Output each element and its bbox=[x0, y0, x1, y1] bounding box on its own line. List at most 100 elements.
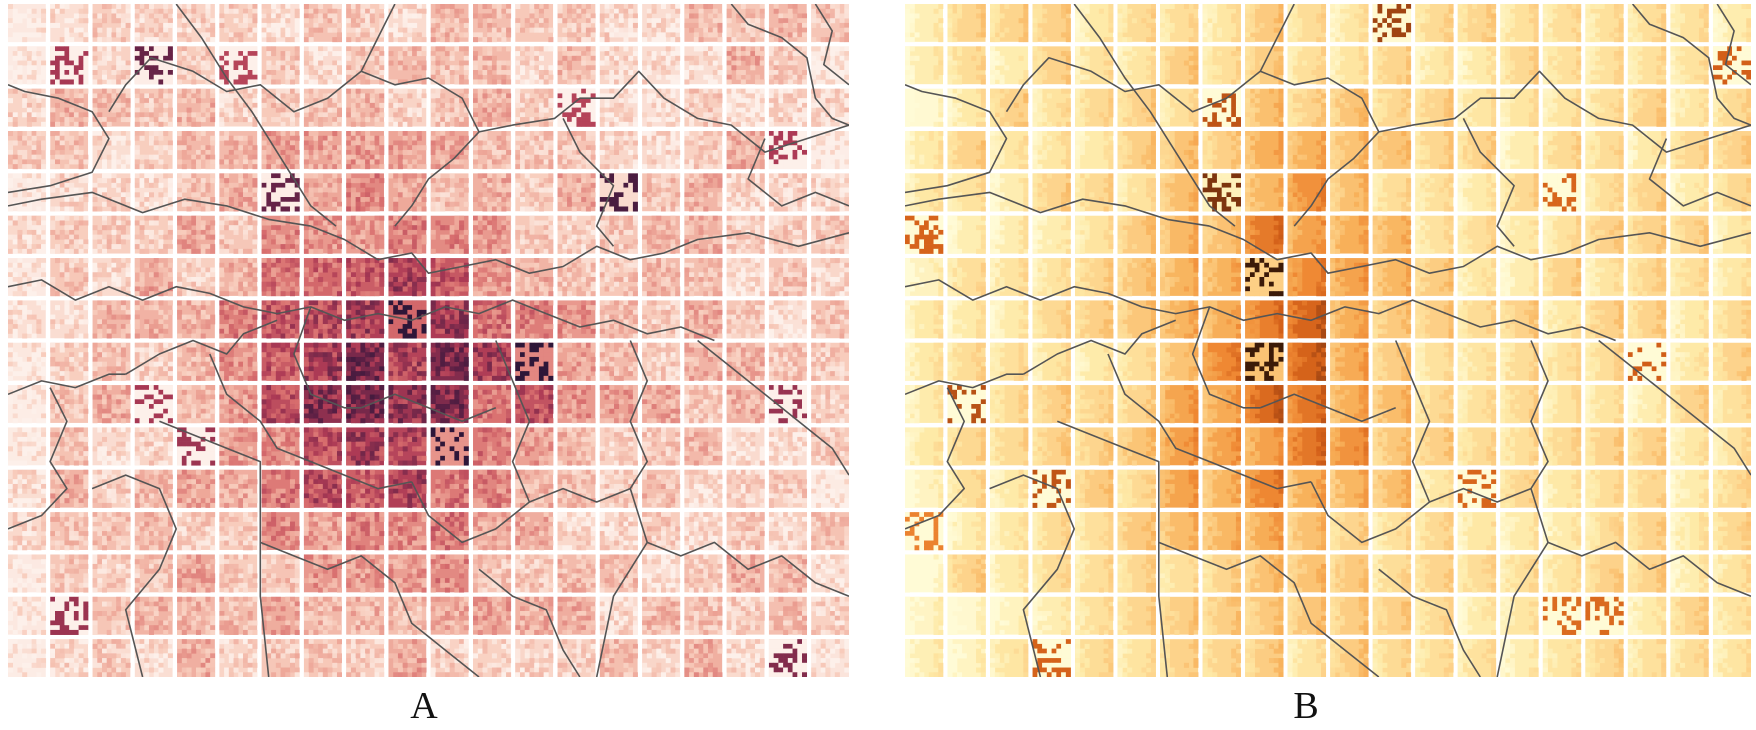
grid-cell bbox=[1500, 512, 1539, 551]
grid-cell bbox=[811, 46, 849, 85]
grid-cell bbox=[1330, 4, 1369, 43]
grid-cell bbox=[642, 4, 681, 43]
grid-cell bbox=[1160, 300, 1199, 339]
grid-cell bbox=[599, 300, 638, 339]
grid-cell bbox=[599, 385, 638, 424]
grid-cell bbox=[8, 131, 47, 170]
grid-cell bbox=[768, 215, 808, 254]
grid-cell bbox=[261, 215, 300, 254]
grid-cell bbox=[599, 131, 638, 170]
grid-cell bbox=[1160, 512, 1199, 551]
grid-cell bbox=[50, 258, 89, 297]
grid-cell bbox=[1245, 385, 1284, 424]
grid-cell bbox=[642, 596, 681, 635]
grid-cell bbox=[684, 131, 723, 170]
grid-cell bbox=[261, 4, 300, 43]
grid-cell bbox=[1117, 300, 1156, 339]
grid-cell bbox=[1202, 596, 1241, 635]
grid-cell bbox=[1117, 88, 1156, 127]
grid-cell bbox=[599, 342, 638, 381]
grid-cell bbox=[642, 215, 681, 254]
borough-boundary bbox=[8, 387, 68, 530]
borough-boundary bbox=[1107, 353, 1312, 490]
grid-cell bbox=[947, 554, 986, 593]
grid-cell bbox=[1415, 427, 1454, 466]
grid-cell bbox=[905, 4, 944, 43]
grid-cell bbox=[768, 385, 808, 424]
grid-cell bbox=[642, 469, 681, 508]
grid-cell bbox=[1287, 512, 1327, 551]
grid-cell bbox=[1670, 131, 1709, 170]
borough-boundary bbox=[125, 319, 278, 375]
grid-cell bbox=[1287, 554, 1327, 593]
grid-cell bbox=[430, 342, 469, 381]
grid-cell bbox=[303, 300, 342, 339]
grid-cell bbox=[473, 215, 512, 254]
grid-cell bbox=[1372, 131, 1412, 170]
grid-cell bbox=[642, 427, 681, 466]
grid-cell bbox=[642, 173, 681, 212]
grid-cell bbox=[599, 427, 638, 466]
grid-cell bbox=[177, 512, 216, 551]
grid-cell bbox=[1075, 554, 1114, 593]
grid-cell bbox=[1670, 427, 1709, 466]
grid-cell bbox=[1032, 385, 1071, 424]
grid-cell bbox=[8, 300, 47, 339]
grid-cell bbox=[1627, 639, 1667, 677]
grid-cell bbox=[1585, 300, 1624, 339]
grid-cell bbox=[515, 131, 554, 170]
grid-cell bbox=[92, 639, 131, 677]
grid-cell bbox=[8, 554, 47, 593]
grid-cell bbox=[905, 88, 944, 127]
borough-boundary bbox=[1310, 481, 1532, 544]
grid-cell bbox=[219, 342, 258, 381]
grid-cell bbox=[388, 88, 427, 127]
borough-boundary bbox=[8, 84, 110, 194]
grid-cell bbox=[1117, 131, 1156, 170]
grid-cell bbox=[642, 639, 681, 677]
grid-cell bbox=[430, 512, 469, 551]
grid-cell bbox=[430, 215, 469, 254]
grid-cell bbox=[388, 46, 427, 85]
borough-boundary bbox=[175, 4, 337, 227]
grid-cell bbox=[1245, 131, 1284, 170]
map-panel-b bbox=[905, 4, 1751, 677]
grid-cell bbox=[177, 554, 216, 593]
grid-cell bbox=[1287, 427, 1327, 466]
borough-boundary bbox=[8, 191, 311, 227]
grid-cell bbox=[1160, 342, 1199, 381]
grid-cell bbox=[947, 596, 986, 635]
grid-cell bbox=[219, 4, 258, 43]
grid-cell bbox=[219, 131, 258, 170]
borough-boundary bbox=[595, 340, 649, 677]
borough-boundary bbox=[1073, 4, 1236, 227]
grid-cell bbox=[768, 427, 808, 466]
borough-boundary bbox=[1191, 306, 1261, 409]
grid-cell bbox=[684, 215, 723, 254]
grid-cell bbox=[50, 385, 89, 424]
grid-cell bbox=[303, 46, 342, 85]
grid-cell bbox=[1542, 258, 1582, 297]
borough-boundary bbox=[905, 387, 966, 530]
grid-cell bbox=[990, 300, 1029, 339]
grid-cell bbox=[134, 512, 173, 551]
grid-cell bbox=[92, 131, 131, 170]
grid-cell bbox=[642, 131, 681, 170]
grid-cell bbox=[303, 469, 342, 508]
borough-boundary bbox=[260, 541, 480, 677]
grid-cell bbox=[1457, 385, 1497, 424]
grid-cell bbox=[1287, 342, 1327, 381]
grid-cell bbox=[726, 46, 765, 85]
grid-cell bbox=[473, 639, 512, 677]
grid-cell bbox=[1075, 46, 1114, 85]
grid-cell bbox=[905, 385, 944, 424]
grid-cell bbox=[1117, 46, 1156, 85]
grid-cell bbox=[557, 258, 596, 297]
grid-cell bbox=[1202, 639, 1241, 677]
grid-cell bbox=[177, 46, 216, 85]
grid-cell bbox=[990, 46, 1029, 85]
borough-boundary bbox=[1209, 225, 1751, 275]
grid-cell bbox=[1245, 554, 1284, 593]
grid-cell bbox=[346, 639, 385, 677]
grid-cell bbox=[1117, 258, 1156, 297]
